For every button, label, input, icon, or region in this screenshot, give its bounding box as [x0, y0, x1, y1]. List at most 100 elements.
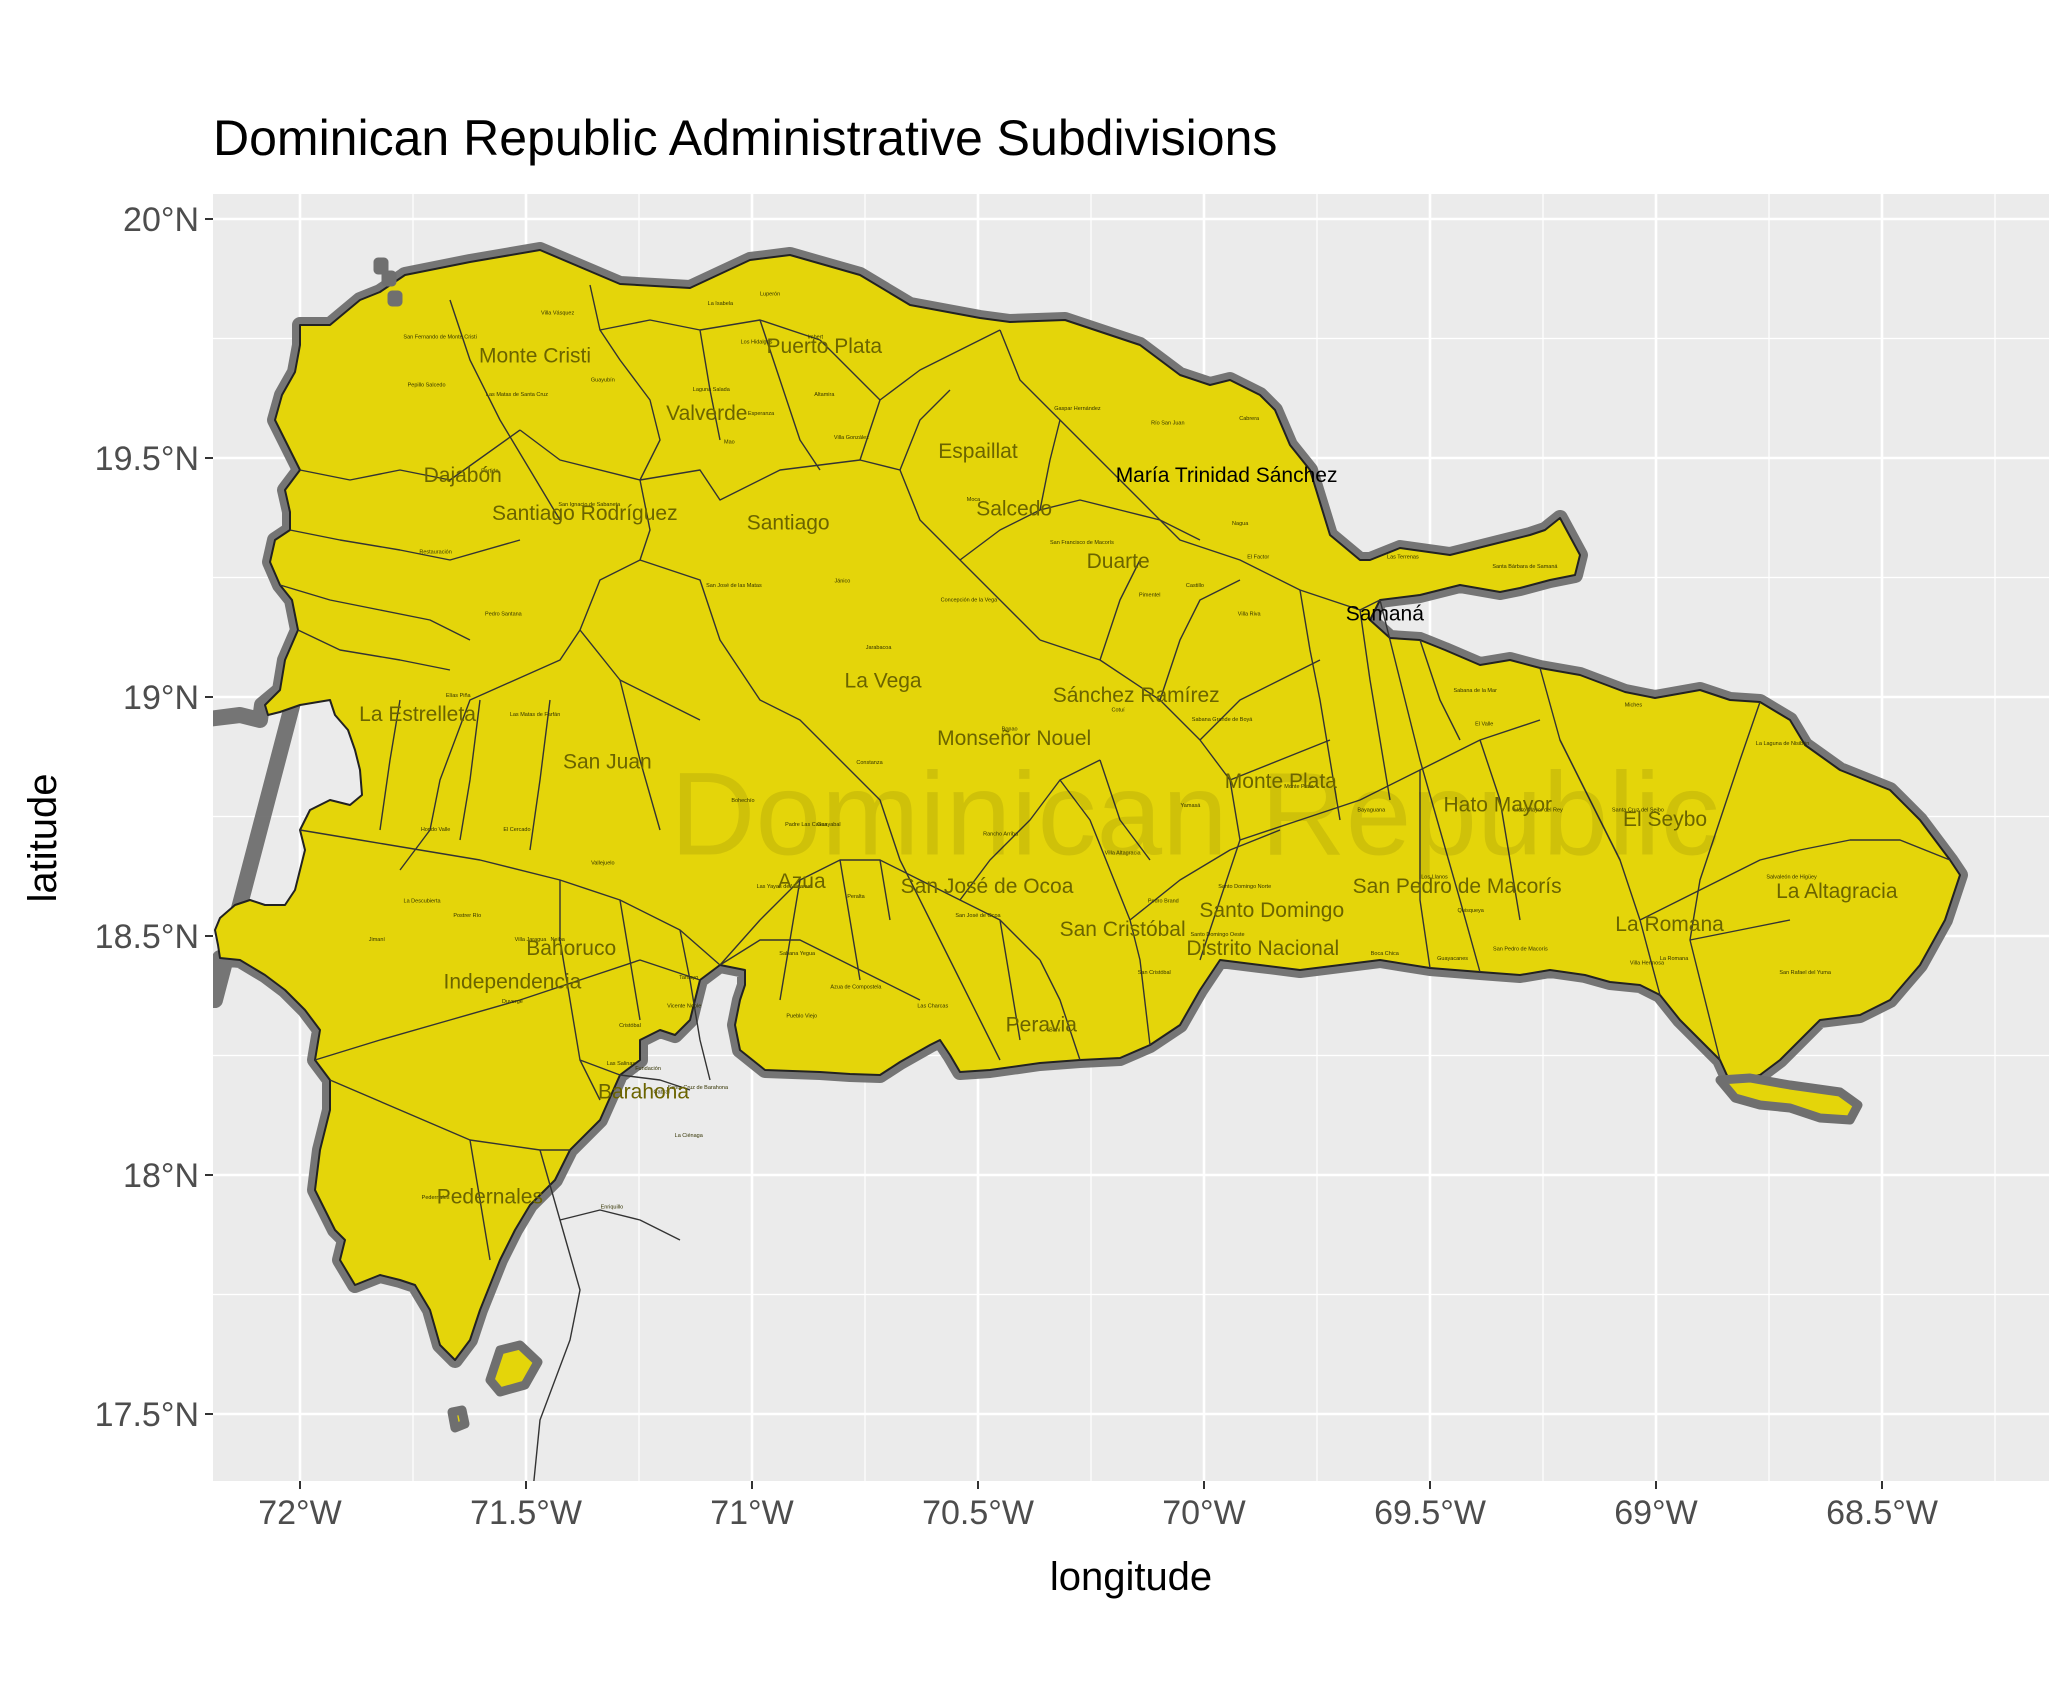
- municipality-label: Quisqueya: [1458, 908, 1485, 914]
- offshore-islands: [373, 257, 1863, 1433]
- country-watermark: Dominican Republic: [670, 749, 1719, 881]
- municipal-border-network-3: [379, 629, 701, 851]
- map-title: Dominican Republic Administrative Subdiv…: [213, 110, 1277, 166]
- municipal-border-network-4: [899, 389, 1201, 561]
- province-label: San Cristóbal: [1060, 918, 1186, 941]
- municipality-label: Pedro Santana: [485, 612, 523, 618]
- municipality-label: San Ignacio de Sabaneta: [558, 502, 621, 508]
- municipality-label: La Isabela: [708, 301, 734, 307]
- municipality-label: Bonao: [1002, 726, 1018, 732]
- municipality-label: Santo Domingo Norte: [1218, 884, 1271, 890]
- y-axis: 20°N 19.5°N 19°N 18.5°N 18°N 17.5°N: [95, 201, 213, 1434]
- municipality-label: Neiba: [550, 937, 565, 943]
- x-tick-label: 69.5°W: [1374, 1494, 1486, 1532]
- municipality-label: San Fernando de Monte Cristi: [403, 335, 476, 341]
- municipality-label: San José de Ocoa: [955, 913, 1001, 919]
- province-label: La Vega: [845, 669, 922, 692]
- municipality-label: Gaspar Hernández: [1054, 406, 1101, 412]
- x-tick-label: 71.5°W: [470, 1494, 582, 1532]
- municipality-label: Los Hidalgos: [741, 339, 773, 345]
- provincial-border-barahona: [533, 1149, 581, 1481]
- municipality-label: Nagua: [1232, 521, 1249, 527]
- x-tick-label: 70.5°W: [922, 1494, 1034, 1532]
- province-label: Samaná: [1346, 603, 1425, 626]
- country-landmass: [213, 242, 1968, 1481]
- municipality-label: Padre Las Casas: [785, 822, 827, 828]
- municipality-label: El Valle: [1475, 722, 1493, 728]
- province-label: Puerto Plata: [767, 335, 883, 358]
- municipality-label: Miches: [1625, 703, 1643, 709]
- provincial-border-ocoa: [959, 759, 1101, 901]
- provincial-border-southwest: [299, 829, 721, 966]
- municipality-label: Pedro Brand: [1148, 899, 1179, 905]
- municipality-label: Villa Altagracia: [1105, 851, 1142, 857]
- provincial-border-east-central: [859, 329, 1001, 461]
- x-axis-title: longitude: [1050, 1555, 1212, 1599]
- municipality-label: Jimaní: [369, 937, 386, 943]
- municipality-label: Bohechío: [731, 798, 754, 804]
- municipality-label: Santa Bárbara de Samaná: [1492, 564, 1558, 570]
- municipality-label: San Francisco de Macorís: [1050, 540, 1114, 546]
- municipality-label: Imbert: [807, 335, 823, 341]
- municipality-label: Constanza: [856, 760, 883, 766]
- province-label: Independencia: [444, 971, 582, 994]
- provincial-border-east: [1239, 719, 1541, 841]
- municipal-border-network-7: [1419, 739, 1601, 969]
- municipality-label: San José de las Matas: [706, 583, 762, 589]
- municipality-label: Elías Piña: [446, 693, 472, 699]
- municipality-label: Las Matas de Farfán: [510, 712, 560, 718]
- municipality-label: Partido: [481, 468, 498, 474]
- x-tick-label: 70°W: [1162, 1494, 1246, 1532]
- province-label: Santiago: [747, 512, 830, 535]
- y-tick-label: 18°N: [123, 1157, 199, 1195]
- province-label: Duarte: [1087, 550, 1150, 573]
- y-tick-label: 19.5°N: [95, 440, 199, 478]
- municipality-label: El Cercado: [503, 827, 530, 833]
- x-tick-label: 68.5°W: [1826, 1494, 1938, 1532]
- municipality-label: Concepción de la Vega: [941, 597, 999, 603]
- y-axis-title: latitude: [21, 774, 65, 903]
- municipality-label: Guayubín: [591, 378, 615, 384]
- province-labels: Monte Cristi Puerto Plata Valverde Espailla…: [359, 335, 1898, 1209]
- municipal-border-network-12: [469, 1059, 691, 1261]
- province-label: Distrito Nacional: [1186, 937, 1339, 960]
- municipality-label: La Romana: [1660, 956, 1689, 962]
- municipal-border-network-8: [1599, 819, 1951, 941]
- municipality-label: Jarabacoa: [866, 645, 893, 651]
- municipality-label: Peralta: [847, 894, 865, 900]
- municipal-border-network-1: [449, 299, 881, 521]
- municipality-label: Fundación: [635, 1066, 661, 1072]
- municipality-label: Pedernales: [422, 1195, 450, 1201]
- isla-beata: [485, 1340, 543, 1397]
- municipality-label: Las Yayas de Viajama: [757, 884, 812, 890]
- provincial-border-san-cristobal: [1059, 779, 1151, 1046]
- province-label: La Estrelleta: [359, 703, 476, 726]
- municipality-label: Santa Cruz del Seibo: [1612, 808, 1664, 814]
- province-label: Salcedo: [976, 497, 1052, 520]
- municipality-label: El Factor: [1247, 554, 1269, 560]
- municipality-label: La Laguna de Nisibón: [1756, 741, 1810, 747]
- municipality-label: Vallejuelo: [591, 860, 614, 866]
- municipality-label: Boca Chica: [1371, 951, 1400, 957]
- municipality-label: Guayacanes: [1437, 956, 1468, 962]
- province-label: Espaillat: [938, 440, 1018, 463]
- municipality-label: Las Salinas: [607, 1061, 636, 1067]
- province-label: Azua: [778, 870, 826, 893]
- municipality-label: Villa Jaragua: [515, 937, 548, 943]
- municipality-label: Esperanza: [748, 411, 775, 417]
- provincial-border-south-central: [1039, 639, 1241, 961]
- municipality-label: Azua de Compostela: [830, 985, 882, 991]
- municipality-label: Enriquillo: [601, 1204, 624, 1210]
- municipality-label: Pepillo Salcedo: [408, 382, 446, 388]
- municipal-border-network-9: [719, 859, 921, 1001]
- municipality-label: Vicente Noble: [667, 1004, 701, 1010]
- subdivision-borders: [279, 284, 1951, 1481]
- provincial-border-cibao: [519, 429, 1041, 641]
- municipality-label: Moca: [967, 497, 981, 503]
- municipality-label: Pimentel: [1139, 593, 1160, 599]
- municipality-label: Sabana de la Mar: [1453, 688, 1497, 694]
- municipality-label: Cabral: [653, 1090, 669, 1096]
- x-axis: 72°W 71.5°W 71°W 70.5°W 70°W 69.5°W 69°W 68.5°W: [258, 1481, 1938, 1532]
- province-label: San José de Ocoa: [901, 875, 1074, 898]
